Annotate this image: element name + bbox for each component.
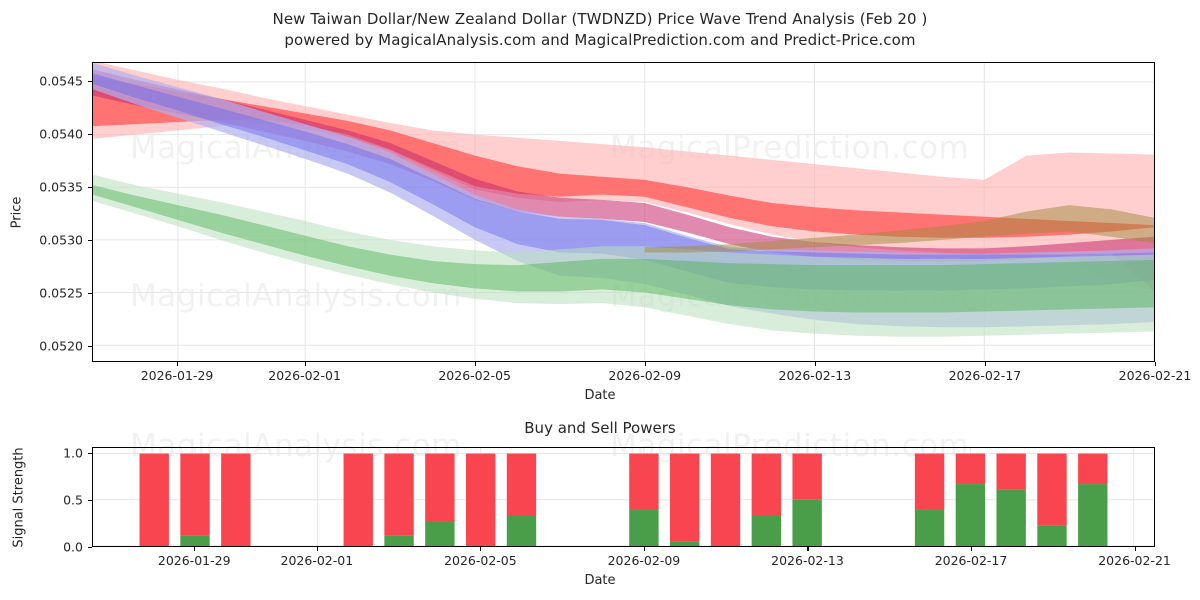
figure-title-line2: powered by MagicalAnalysis.com and Magic… (284, 31, 916, 49)
signal-x-tick: 2026-02-05 (444, 553, 517, 568)
price-band-green-band-outer (93, 174, 1154, 337)
buy-power-bar-segment (670, 541, 700, 546)
price-y-tick: 0.0540 (39, 126, 83, 142)
signal-x-tickmark (971, 547, 973, 551)
price-x-tick: 2026-02-13 (778, 368, 852, 383)
signal-y-axis-label: Signal Strength (11, 447, 27, 548)
buy-sell-powers-title: Buy and Sell Powers (524, 419, 676, 437)
figure-title-line1: New Taiwan Dollar/New Zealand Dollar (TW… (272, 10, 928, 28)
price-wave-plot-area (92, 62, 1155, 362)
price-x-tickmark (1155, 362, 1157, 366)
sell-power-bar-segment (1078, 453, 1108, 485)
price-y-axis-label: Price (9, 196, 25, 229)
sell-power-bar-segment (384, 453, 414, 536)
sell-power-bar-segment (792, 453, 822, 500)
buy-power-bar-segment (792, 499, 822, 546)
signal-x-axis-label: Date (584, 573, 616, 588)
sell-power-bar-segment (180, 453, 210, 536)
sell-power-bar-segment (914, 453, 945, 510)
price-x-tickmark (177, 362, 179, 366)
sell-power-bar-segment (1037, 453, 1067, 526)
price-x-tickmark (984, 362, 986, 366)
sell-power-bar-segment (629, 453, 659, 510)
signal-y-tickmark (88, 547, 92, 549)
buy-sell-powers-svg (93, 448, 1154, 546)
signal-y-tick: 0.0 (63, 539, 83, 555)
buy-power-bar-segment (996, 489, 1026, 546)
sell-power-bar-segment (465, 453, 496, 546)
buy-power-bar-segment (751, 515, 782, 546)
price-x-tick: 2026-01-29 (140, 368, 214, 383)
price-y-tick: 0.0530 (39, 232, 83, 248)
buy-power-bar-segment (914, 509, 945, 546)
price-y-tickmark (88, 346, 92, 348)
price-y-tick: 0.0545 (39, 73, 83, 89)
sell-power-bar-segment (425, 453, 455, 522)
price-y-tick: 0.0525 (39, 285, 83, 301)
signal-x-tick: 2026-02-21 (1098, 553, 1171, 568)
price-y-tickmark (88, 293, 92, 295)
price-x-tickmark (644, 362, 646, 366)
price-y-tickmark (88, 134, 92, 136)
price-x-axis-label: Date (584, 388, 616, 403)
signal-x-tickmark (316, 547, 318, 551)
sell-power-bar-segment (506, 453, 537, 516)
price-x-tick: 2026-02-21 (1118, 368, 1192, 383)
signal-y-tickmark (88, 452, 92, 454)
price-y-tick-labels: 0.0520 0.0525 0.0530 0.0535 0.0540 0.0545 (5, 62, 83, 362)
price-x-tick: 2026-02-09 (608, 368, 682, 383)
price-band-green-band-inner (93, 185, 1154, 313)
buy-power-bar-segment (1078, 484, 1108, 546)
buy-power-bar-segment (506, 515, 537, 546)
price-x-tick: 2026-02-01 (268, 368, 341, 383)
price-x-tickmark (814, 362, 816, 366)
price-band-olive-convergence-band (644, 205, 1154, 253)
signal-x-tick: 2026-02-01 (280, 553, 354, 568)
price-y-tickmark (88, 81, 92, 83)
sell-power-bar-segment (955, 453, 986, 485)
signal-x-tick-labels: 2026-01-29 2026-02-01 2026-02-05 2026-02-09… (0, 553, 1200, 571)
buy-power-bar-segment (425, 521, 455, 546)
signal-y-tick-labels: 0.0 0.5 1.0 (5, 445, 83, 554)
buy-power-bar-segment (629, 509, 659, 546)
signal-x-tick: 2026-02-17 (934, 553, 1008, 568)
signal-y-tick: 1.0 (63, 445, 83, 461)
sell-power-bar-segment (343, 453, 373, 546)
signal-y-tickmark (88, 499, 92, 501)
buy-power-bar-segment (384, 535, 414, 546)
price-y-tick: 0.0535 (39, 179, 83, 195)
buy-power-bar-segment (180, 535, 210, 546)
signal-x-tickmark (480, 547, 482, 551)
price-x-tickmark (474, 362, 476, 366)
sell-power-bar-segment (670, 453, 700, 542)
price-y-tick: 0.0520 (39, 338, 83, 354)
buy-sell-powers-plot-area (92, 447, 1155, 547)
price-x-tick: 2026-02-05 (438, 368, 511, 383)
buy-power-bar-segment (955, 484, 986, 546)
sell-power-bar-segment (221, 453, 251, 546)
signal-x-tickmark (194, 547, 196, 551)
price-x-tick-labels: 2026-01-29 2026-02-01 2026-02-05 2026-02-09… (0, 368, 1200, 386)
signal-x-tickmark (1134, 547, 1136, 551)
price-x-tick: 2026-02-17 (948, 368, 1022, 383)
sell-power-bar-segment (710, 453, 741, 546)
signal-y-tick: 0.5 (63, 492, 83, 508)
price-x-tickmark (304, 362, 306, 366)
signal-x-tick: 2026-02-13 (771, 553, 844, 568)
signal-x-tickmark (807, 547, 809, 551)
sell-power-bar-segment (751, 453, 782, 516)
signal-x-tick: 2026-01-29 (157, 553, 231, 568)
signal-x-tickmark (643, 547, 646, 551)
buy-power-bar-segment (1037, 525, 1067, 546)
signal-x-tick: 2026-02-09 (607, 553, 681, 568)
price-wave-svg (93, 63, 1154, 361)
sell-power-bar-segment (996, 453, 1026, 490)
price-y-tickmark (88, 187, 92, 189)
sell-power-bar-segment (139, 453, 169, 546)
price-y-tickmark (88, 240, 92, 242)
